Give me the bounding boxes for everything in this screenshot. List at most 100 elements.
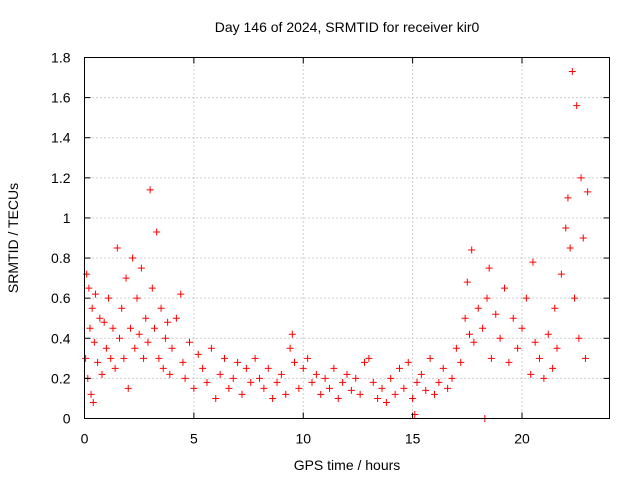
data-point-marker bbox=[159, 364, 167, 372]
data-point-marker bbox=[277, 370, 285, 378]
data-point-marker bbox=[522, 294, 530, 302]
data-point-marker bbox=[251, 354, 259, 362]
data-point-marker bbox=[312, 370, 320, 378]
data-point-marker bbox=[334, 394, 342, 402]
data-point-marker bbox=[544, 330, 552, 338]
data-point-marker bbox=[549, 364, 557, 372]
y-tick-label: 1.4 bbox=[51, 130, 71, 146]
data-point-marker bbox=[282, 390, 290, 398]
data-point-marker bbox=[109, 324, 117, 332]
data-point-marker bbox=[135, 330, 143, 338]
data-point-marker bbox=[339, 378, 347, 386]
x-tick-label: 0 bbox=[81, 431, 89, 447]
data-point-marker bbox=[564, 194, 572, 202]
data-point-marker bbox=[126, 324, 134, 332]
x-tick-labels: 0 5 10 15 20 bbox=[81, 431, 530, 447]
data-point-marker bbox=[203, 378, 211, 386]
data-point-marker bbox=[286, 344, 294, 352]
y-tick-label: 1.6 bbox=[51, 90, 71, 106]
data-point-marker bbox=[426, 354, 434, 362]
data-point-marker bbox=[260, 384, 268, 392]
data-point-marker bbox=[273, 378, 281, 386]
data-point-marker bbox=[113, 244, 121, 252]
data-point-marker bbox=[133, 294, 141, 302]
data-point-marker bbox=[168, 344, 176, 352]
data-point-marker bbox=[378, 384, 386, 392]
data-point-marker bbox=[540, 374, 548, 382]
data-point-marker bbox=[496, 334, 504, 342]
data-point-marker bbox=[102, 344, 110, 352]
data-point-marker bbox=[146, 186, 154, 194]
data-point-marker bbox=[304, 354, 312, 362]
data-point-marker bbox=[186, 338, 193, 346]
data-point-marker bbox=[177, 290, 185, 298]
data-point-marker bbox=[88, 304, 96, 312]
data-point-marker bbox=[347, 386, 355, 394]
y-tick-label: 0.4 bbox=[51, 330, 71, 346]
data-point-marker bbox=[181, 374, 189, 382]
data-point-marker bbox=[352, 374, 360, 382]
y-tick-label: 1.2 bbox=[51, 170, 71, 186]
data-point-marker bbox=[137, 264, 145, 272]
data-point-marker bbox=[144, 338, 152, 346]
data-point-marker bbox=[98, 370, 106, 378]
data-point-marker bbox=[431, 390, 438, 398]
data-point-marker bbox=[468, 246, 476, 254]
data-point-marker bbox=[444, 384, 452, 392]
data-point-marker bbox=[374, 394, 382, 402]
x-tick-label: 5 bbox=[190, 431, 198, 447]
data-point-marker bbox=[527, 370, 535, 378]
data-point-marker bbox=[343, 370, 351, 378]
x-axis-label: GPS time / hours bbox=[294, 457, 401, 473]
x-tick-label: 15 bbox=[405, 431, 421, 447]
data-point-marker bbox=[122, 274, 130, 282]
data-point-marker bbox=[485, 264, 493, 272]
data-point-marker bbox=[518, 324, 526, 332]
data-point-marker bbox=[553, 344, 561, 352]
data-point-marker bbox=[457, 358, 465, 366]
data-point-marker bbox=[387, 374, 395, 382]
data-point-marker bbox=[85, 284, 93, 292]
data-point-marker bbox=[120, 354, 128, 362]
data-point-marker bbox=[234, 358, 242, 366]
data-point-marker bbox=[382, 398, 390, 406]
data-point-marker bbox=[269, 394, 277, 402]
data-point-marker bbox=[225, 384, 233, 392]
data-point-marker bbox=[330, 364, 338, 372]
x-tick-label: 10 bbox=[295, 431, 311, 447]
data-point-marker bbox=[157, 304, 165, 312]
data-point-marker bbox=[264, 364, 272, 372]
data-point-marker bbox=[577, 174, 585, 182]
data-point-marker bbox=[439, 364, 447, 372]
data-point-marker bbox=[199, 364, 207, 372]
data-point-marker bbox=[299, 364, 307, 372]
data-point-marker bbox=[166, 370, 174, 378]
data-point-marker bbox=[396, 364, 403, 372]
data-point-marker bbox=[369, 378, 377, 386]
data-point-marker bbox=[474, 304, 482, 312]
data-point-marker bbox=[326, 384, 333, 392]
data-point-marker bbox=[242, 364, 250, 372]
data-point-marker bbox=[422, 386, 430, 394]
plot-frame bbox=[84, 57, 610, 419]
data-point-marker bbox=[463, 278, 471, 286]
data-point-marker bbox=[568, 68, 576, 76]
data-point-marker bbox=[413, 378, 421, 386]
data-point-marker bbox=[356, 390, 364, 398]
data-point-marker bbox=[256, 374, 263, 382]
data-point-marker bbox=[365, 354, 373, 362]
data-point-marker bbox=[400, 384, 408, 392]
data-point-marker bbox=[100, 318, 108, 326]
data-point-marker bbox=[164, 318, 172, 326]
data-point-marker bbox=[295, 384, 303, 392]
data-point-marker bbox=[207, 344, 215, 352]
data-point-marker bbox=[321, 374, 329, 382]
data-point-marker bbox=[514, 344, 522, 352]
data-point-marker bbox=[361, 358, 368, 366]
data-point-marker bbox=[501, 284, 508, 292]
y-tick-label: 0.2 bbox=[51, 370, 71, 386]
data-point-marker bbox=[142, 314, 150, 322]
data-point-marker bbox=[448, 374, 456, 382]
data-point-marker bbox=[404, 358, 412, 366]
